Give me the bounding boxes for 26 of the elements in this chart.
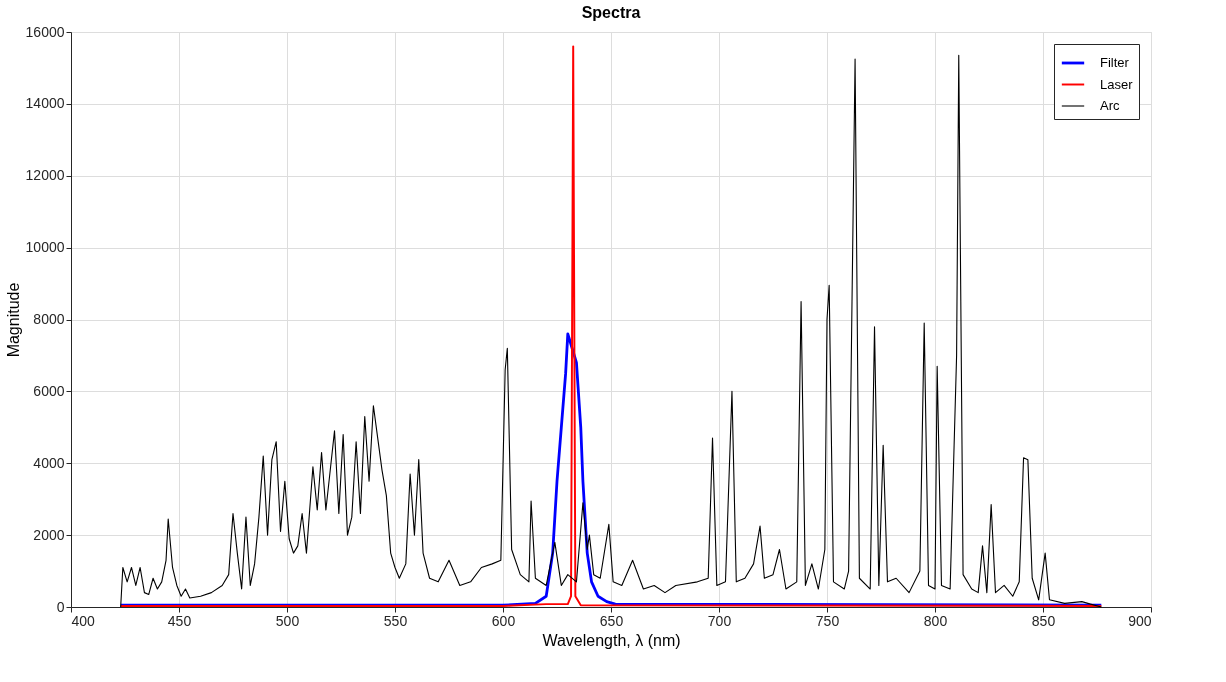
x-tick-label: 750: [815, 612, 840, 629]
x-tick-label: 400: [71, 612, 96, 629]
x-tick-label: 700: [707, 612, 732, 629]
x-tick-label: 500: [275, 612, 300, 629]
x-tick-label: 650: [599, 612, 624, 629]
x-tick-label: 900: [1128, 612, 1152, 629]
y-tick-label: 8000: [33, 311, 65, 327]
legend-label: Filter: [1100, 55, 1130, 70]
y-tick-label: 12000: [25, 167, 65, 184]
y-tick-label: 4000: [33, 454, 65, 471]
x-tick-label: 550: [383, 612, 408, 629]
legend-label: Arc: [1100, 98, 1120, 113]
y-tick-label: 2000: [33, 526, 65, 543]
x-tick-label: 450: [167, 612, 192, 629]
x-tick-label: 800: [923, 612, 948, 629]
chart-title: Spectra: [581, 4, 641, 21]
y-tick-label: 10000: [25, 239, 65, 256]
x-tick-label: 850: [1031, 612, 1056, 629]
y-tick-label: 16000: [25, 23, 65, 40]
y-axis-title: Magnitude: [4, 282, 22, 358]
y-tick-label: 6000: [33, 382, 65, 399]
legend-label: Laser: [1100, 76, 1134, 92]
x-axis-title: Wavelength, λ (nm): [542, 631, 681, 649]
x-tick-label: 600: [491, 612, 516, 629]
y-tick-label: 14000: [25, 95, 65, 112]
y-tick-label: 0: [56, 598, 65, 615]
